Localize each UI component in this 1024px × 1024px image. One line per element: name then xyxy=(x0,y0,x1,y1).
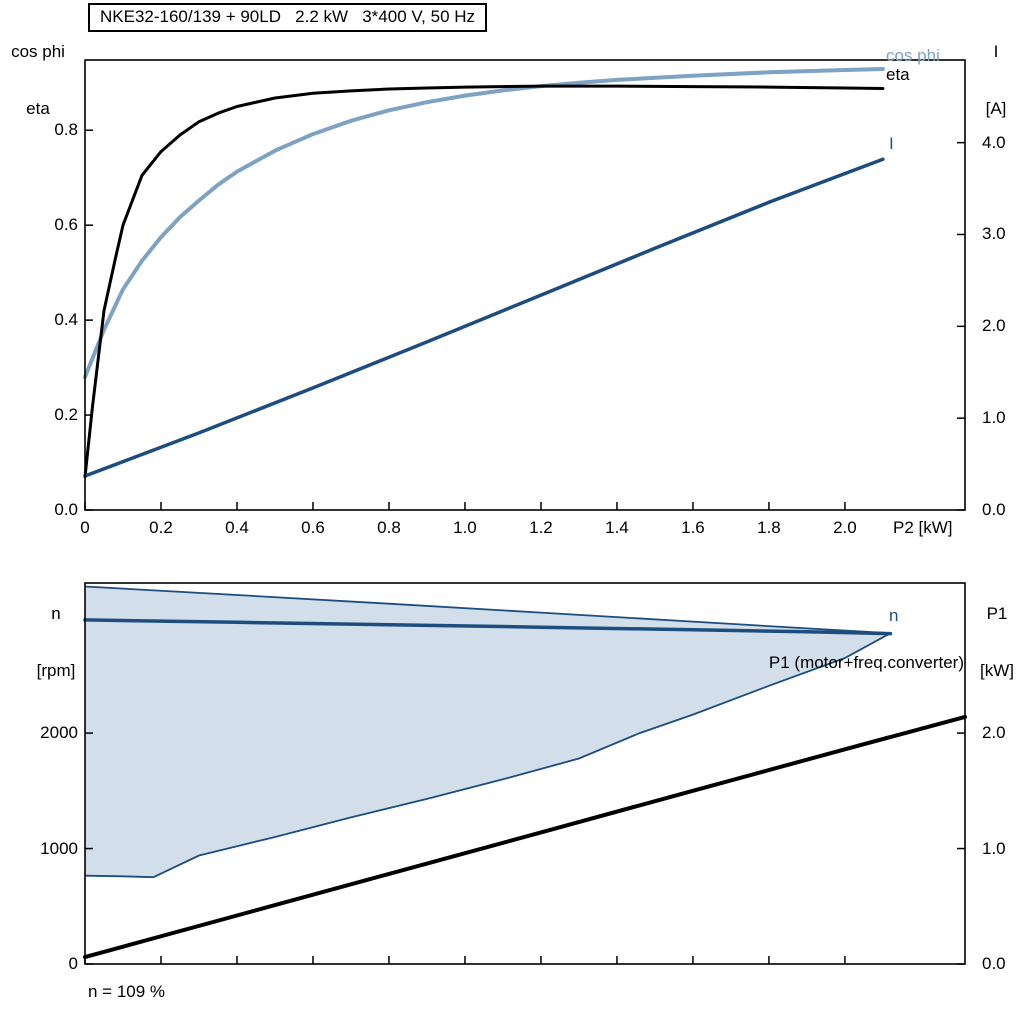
envelope-upper-boundary xyxy=(84,585,891,635)
x-tick-label: 0.6 xyxy=(301,518,325,537)
axis-title-cos-phi: cos phi xyxy=(11,42,65,62)
y-right-tick-label: 1.0 xyxy=(982,408,1006,428)
x-tick-label: 1.4 xyxy=(605,518,629,537)
y-left-tick-label: 0.8 xyxy=(54,120,78,140)
top-right-axis-title: I [A] xyxy=(972,4,1020,156)
axis-title-speed-unit: [rpm] xyxy=(36,661,76,681)
y-left-tick-label: 1000 xyxy=(40,838,78,858)
x-tick-label: 1.6 xyxy=(681,518,705,537)
x-tick-label: 0.8 xyxy=(377,518,401,537)
curve-cos_phi xyxy=(83,67,885,380)
curve-current xyxy=(83,157,885,478)
x-tick-label: 1.2 xyxy=(529,518,553,537)
chart-title: NKE32-160/139 + 90LD 2.2 kW 3*400 V, 50 … xyxy=(88,3,488,32)
plot-frame xyxy=(84,59,966,511)
bottom-right-axis-title: P1 [kW] xyxy=(972,566,1022,718)
curve-n xyxy=(83,618,893,636)
y-left-tick-label: 0.2 xyxy=(54,405,78,425)
y-left-tick-label: 0.6 xyxy=(54,215,78,235)
top-left-axis-title: cos phi eta xyxy=(6,4,70,156)
axis-title-p1: P1 xyxy=(986,604,1008,624)
x-tick-label: 1.8 xyxy=(757,518,781,537)
bottom-left-axis-title: n [rpm] xyxy=(20,566,92,718)
y-right-tick-label: 3.0 xyxy=(982,224,1006,244)
plot-frame xyxy=(84,582,966,965)
axis-title-speed: n xyxy=(51,604,61,624)
y-right-tick-label: 2.0 xyxy=(982,723,1006,743)
annotation-speed-percent: n = 109 % xyxy=(88,982,166,1001)
x-tick-label: 0.2 xyxy=(149,518,173,537)
axis-title-p1-unit: [kW] xyxy=(980,661,1014,681)
curve-label-cos-phi: cos phi xyxy=(886,46,940,65)
x-tick-label: 2.0 xyxy=(833,518,857,537)
x-tick-label: 0 xyxy=(80,518,90,537)
y-right-tick-label: 0.0 xyxy=(982,954,1006,973)
y-right-tick-label: 2.0 xyxy=(982,316,1006,336)
curve-eta xyxy=(83,84,885,479)
x-tick-label: 1.0 xyxy=(453,518,477,537)
axis-title-current: I xyxy=(993,42,999,62)
curve-label-eta: eta xyxy=(886,65,910,84)
curve-label-current: I xyxy=(889,134,894,153)
axis-title-eta: eta xyxy=(26,99,50,119)
y-left-tick-label: 2000 xyxy=(40,723,78,743)
y-right-tick-label: 1.0 xyxy=(982,838,1006,858)
x-axis-unit-label: P2 [kW] xyxy=(893,518,953,537)
curve-p1 xyxy=(83,714,967,960)
y-left-tick-label: 0.4 xyxy=(54,310,78,330)
x-tick-label: 0.4 xyxy=(225,518,249,537)
y-right-tick-label: 0.0 xyxy=(982,500,1006,519)
y-right-tick-label: 4.0 xyxy=(982,132,1006,152)
axis-title-current-unit: [A] xyxy=(985,99,1007,119)
curve-label-p1: P1 (motor+freq.converter) xyxy=(768,653,964,672)
y-left-tick-label: 0.0 xyxy=(54,500,78,519)
operating-envelope-fill xyxy=(85,586,891,878)
y-left-tick-label: 0 xyxy=(68,954,78,973)
envelope-lower-boundary xyxy=(84,632,891,879)
curve-label-n: n xyxy=(889,606,899,625)
